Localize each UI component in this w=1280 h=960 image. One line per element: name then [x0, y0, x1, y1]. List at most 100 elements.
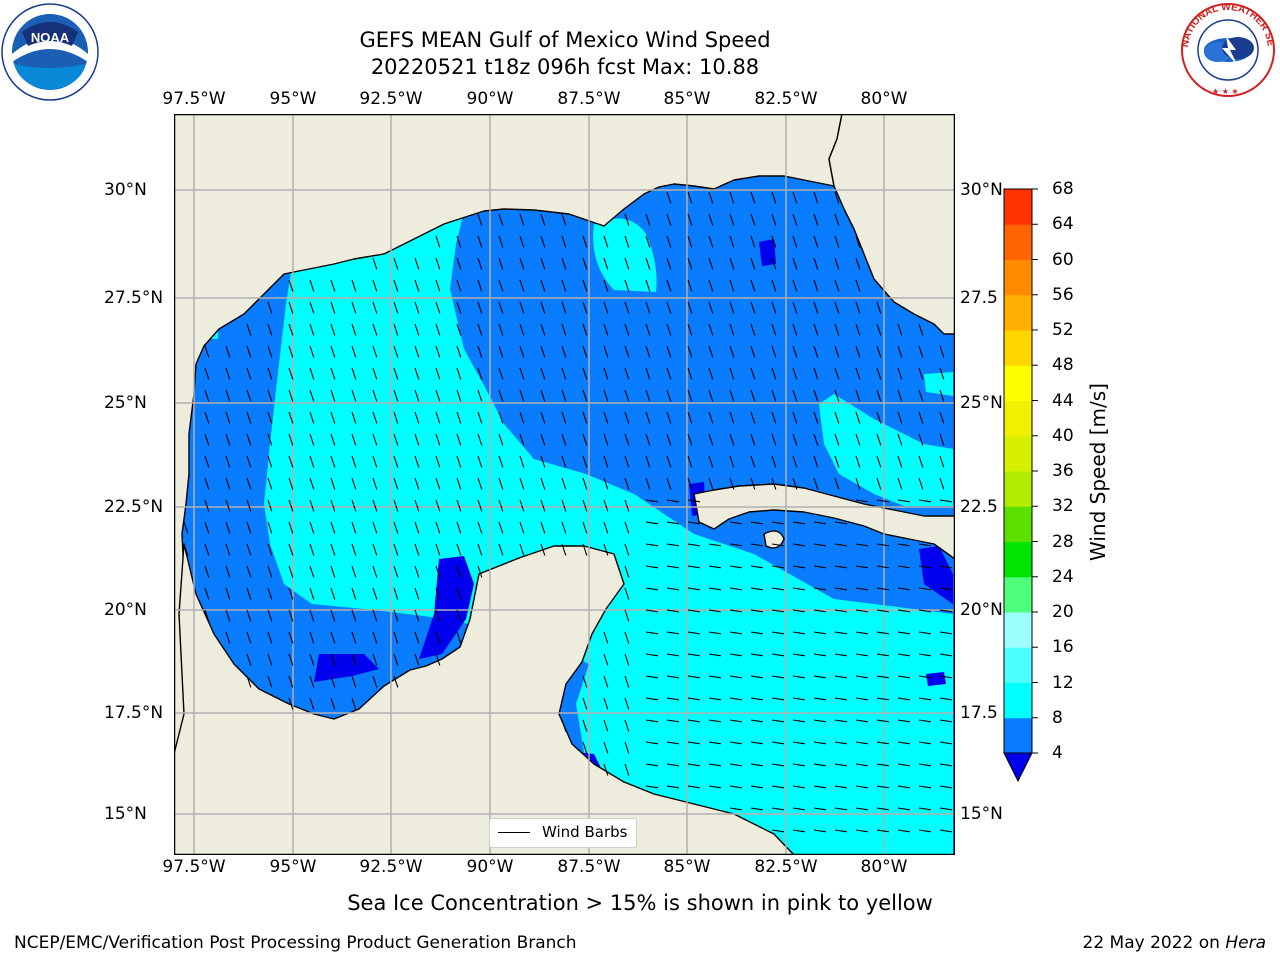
wind-barb — [456, 323, 462, 336]
wind-barb — [498, 323, 504, 336]
wind-barb — [183, 543, 189, 556]
wind-barb — [729, 521, 742, 525]
wind-barb — [792, 433, 798, 446]
wind-barb — [393, 301, 399, 314]
colorbar-bin — [1004, 294, 1032, 331]
wind-barb — [876, 499, 889, 503]
wind-barb — [855, 235, 861, 248]
lon-label-bottom: 80°W — [860, 857, 908, 877]
wind-barb — [309, 345, 315, 358]
lon-label-bottom: 97.5°W — [162, 857, 226, 877]
wind-barb — [435, 235, 441, 248]
wind-barb — [666, 455, 672, 468]
wind-barb — [939, 653, 952, 657]
wind-barb — [435, 477, 441, 490]
wind-barb — [561, 521, 567, 534]
wind-barb — [771, 389, 777, 402]
colorbar-tick-label: 12 — [1052, 672, 1074, 693]
wind-barb — [477, 345, 483, 358]
wind-barb — [330, 433, 336, 446]
wind-barb — [582, 719, 588, 732]
wind-barb — [456, 301, 462, 314]
wind-barb — [813, 587, 826, 591]
wind-barb — [582, 455, 588, 468]
wind-barb — [813, 279, 819, 292]
lon-label-bottom: 87.5°W — [557, 857, 621, 877]
wind-barb — [309, 499, 315, 512]
wind-barb — [561, 433, 567, 446]
wind-barb — [540, 521, 546, 534]
wind-barb — [813, 785, 826, 789]
wind-barb — [288, 345, 294, 358]
wind-barb — [603, 279, 609, 292]
wind-barb — [435, 499, 441, 512]
wind-barb — [939, 631, 952, 635]
wind-barb — [708, 455, 714, 468]
wind-barb — [246, 543, 252, 556]
wind-barb — [624, 565, 630, 578]
wind-barb — [771, 565, 784, 569]
colorbar-tick-label: 44 — [1052, 390, 1074, 411]
wind-barb — [834, 367, 840, 380]
colorbar-bin — [1004, 612, 1032, 648]
wind-barb — [519, 323, 525, 336]
wind-barb — [498, 235, 504, 248]
wind-barb — [750, 763, 763, 767]
lon-label-bottom: 95°W — [269, 857, 317, 877]
wind-barb — [750, 741, 763, 745]
wind-barb — [582, 235, 588, 248]
map-subtitle: 20220521 t18z 096h fcst Max: 10.88 — [370, 55, 760, 79]
wind-barb — [498, 257, 504, 270]
wind-barb — [813, 719, 826, 723]
wind-barb — [372, 565, 378, 578]
wind-barb — [267, 653, 273, 666]
lon-label-top: 97.5°W — [162, 89, 226, 109]
wind-barb — [750, 323, 756, 336]
wind-barb — [771, 521, 784, 525]
wind-barb — [351, 279, 357, 292]
wind-barb — [687, 213, 693, 226]
wind-barb — [666, 345, 672, 358]
wind-barb — [456, 521, 462, 534]
wind-barb — [456, 499, 462, 512]
wind-barb — [918, 763, 931, 767]
colorbar-tick-label: 20 — [1052, 602, 1074, 622]
wind-barb — [708, 191, 714, 204]
wind-barb — [540, 455, 546, 468]
wind-barb — [561, 345, 567, 358]
wind-barb — [939, 345, 945, 358]
wind-barb — [456, 587, 462, 600]
wind-barb — [729, 279, 735, 292]
map-legend: Wind Barbs — [489, 818, 637, 848]
wind-barb — [456, 345, 462, 358]
wind-barb — [309, 631, 315, 644]
wind-barb — [813, 653, 826, 657]
wind-barb — [666, 609, 679, 613]
wind-barb — [750, 433, 756, 446]
wind-barb — [435, 609, 441, 622]
wind-barb — [876, 433, 882, 446]
wind-barb — [477, 235, 483, 248]
colorbar-bin — [1004, 435, 1032, 472]
wind-barb — [351, 367, 357, 380]
wind-barb — [855, 477, 861, 490]
wind-barb — [540, 389, 546, 402]
wind-barb — [351, 499, 357, 512]
wind-barb — [561, 323, 567, 336]
wind-barb — [813, 763, 826, 767]
wind-barb — [393, 455, 399, 468]
wind-barb — [393, 411, 399, 424]
colorbar-tick-label: 40 — [1052, 425, 1074, 446]
wind-barb — [792, 477, 798, 490]
wind-barb — [855, 323, 861, 336]
wind-barb — [687, 279, 693, 292]
wind-barb — [687, 433, 693, 446]
wind-barb — [372, 279, 378, 292]
wind-barb — [372, 631, 378, 644]
wind-barb — [267, 411, 273, 424]
wind-barb — [813, 543, 826, 547]
wind-barb — [687, 301, 693, 314]
wind-barb — [477, 367, 483, 380]
wind-barb — [876, 477, 882, 490]
wind-barb — [708, 609, 721, 613]
